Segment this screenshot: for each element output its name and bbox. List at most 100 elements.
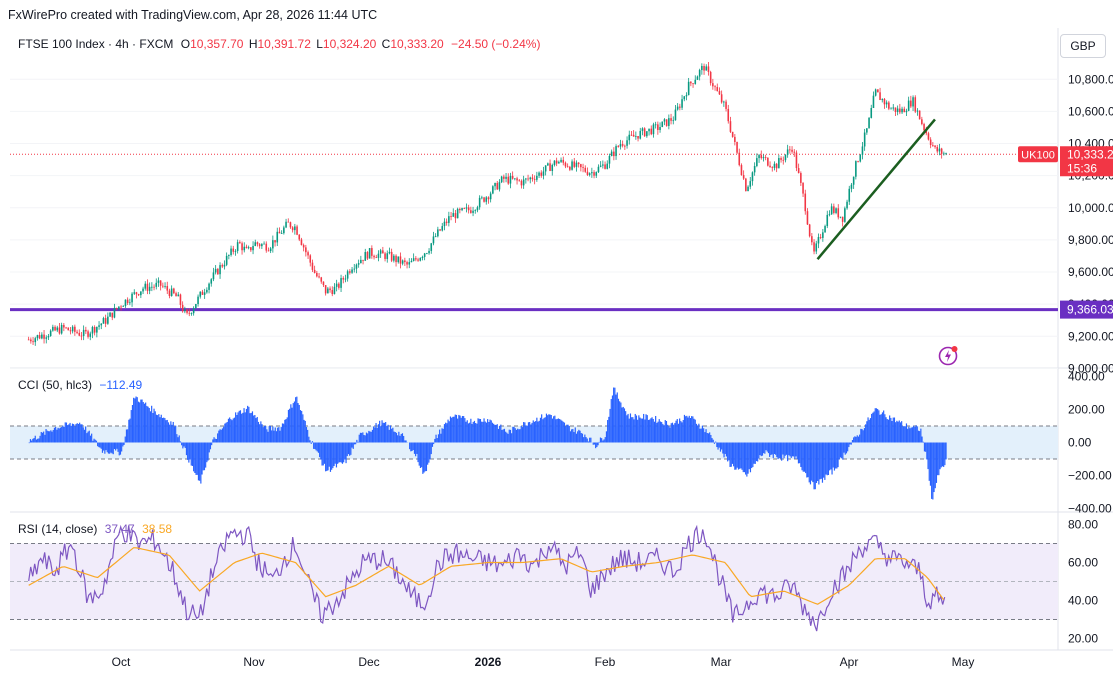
candle-body	[872, 95, 875, 109]
candle	[280, 230, 283, 234]
cci-bar	[709, 432, 711, 443]
candle-body	[467, 207, 470, 211]
candle-body	[100, 323, 103, 326]
cci-bar	[561, 420, 563, 443]
candle-body	[388, 251, 391, 254]
high-label: H	[248, 37, 258, 51]
candle	[753, 162, 756, 176]
candle-body	[155, 282, 158, 287]
candle	[397, 256, 400, 264]
candle	[274, 240, 276, 247]
candle	[674, 104, 677, 121]
cci-bar	[718, 442, 720, 448]
cci-bar	[226, 421, 228, 443]
candle	[463, 207, 466, 210]
instrument-legend[interactable]: FTSE 100 Index · 4h · FXCM O10,357.70 H1…	[18, 37, 540, 51]
lightning-alert-icon[interactable]	[938, 344, 960, 366]
price-tick-label: 10,000.00	[1068, 201, 1113, 215]
candle-body	[687, 81, 690, 96]
cci-bar	[181, 442, 183, 446]
rsi-line	[28, 524, 946, 632]
cci-bar	[478, 418, 480, 443]
candle	[113, 303, 116, 319]
cci-bar	[302, 414, 304, 443]
candle	[610, 149, 613, 157]
candle	[335, 279, 338, 292]
cci-bar	[40, 431, 42, 443]
cci-bar	[633, 419, 635, 443]
candle	[133, 289, 136, 295]
cci-bar	[581, 433, 584, 443]
cci-bar	[910, 427, 912, 443]
cci-bar	[632, 417, 634, 443]
cci-bar	[520, 425, 522, 443]
candle	[888, 100, 890, 111]
candle	[289, 221, 292, 229]
cci-bar	[808, 442, 810, 483]
cci-bar	[229, 417, 231, 443]
candle-body	[606, 163, 609, 169]
cci-bar	[915, 425, 917, 443]
cci-bar	[713, 442, 716, 444]
cci-bar	[545, 413, 548, 443]
candle-body	[621, 144, 624, 146]
candle-body	[549, 163, 551, 171]
cci-bar	[851, 440, 854, 443]
cci-bar	[160, 414, 162, 443]
candle	[232, 245, 235, 255]
cci-bar	[592, 442, 594, 445]
candle-body	[217, 268, 219, 275]
cci-bar	[791, 442, 794, 457]
cci-bar	[225, 422, 227, 443]
candle	[591, 167, 593, 178]
cci-bar	[155, 414, 158, 443]
cci-bar	[398, 431, 400, 443]
candle	[276, 227, 279, 247]
cci-bar	[386, 425, 388, 443]
candle	[905, 108, 908, 116]
cci-bar	[141, 399, 143, 443]
cci-bar	[565, 426, 567, 443]
cci-bar	[415, 442, 417, 457]
candle-body	[848, 188, 851, 202]
cci-bar	[387, 424, 389, 443]
cci-bar	[806, 442, 808, 478]
candle	[742, 170, 745, 180]
cci-legend[interactable]: CCI (50, hlc3) −112.49	[18, 378, 142, 392]
cci-bar	[191, 442, 194, 466]
candle-body	[498, 182, 501, 190]
candle-body	[349, 271, 351, 273]
cci-bar	[616, 392, 618, 443]
candle	[839, 216, 842, 219]
candle-body	[250, 247, 252, 251]
candle	[313, 265, 316, 274]
cci-bar	[530, 424, 532, 443]
cci-bar	[741, 442, 743, 470]
candle	[731, 131, 734, 138]
cci-bar	[826, 442, 828, 476]
candle-body	[318, 276, 320, 278]
countdown-text: 15:36	[1067, 161, 1097, 175]
currency-button[interactable]: GBP	[1060, 34, 1106, 58]
cci-bar	[185, 442, 188, 456]
rsi-legend[interactable]: RSI (14, close) 37.47 38.58	[18, 522, 172, 536]
candle-body	[531, 177, 534, 180]
cci-bar	[885, 417, 887, 443]
cci-bar	[586, 438, 588, 443]
cci-bar	[863, 428, 866, 443]
candle	[474, 209, 477, 214]
candle-body	[78, 332, 81, 336]
candle	[410, 258, 413, 263]
time-axis-label: Mar	[711, 655, 732, 669]
candle	[540, 170, 543, 178]
candle	[393, 254, 395, 263]
candle-body	[384, 253, 386, 259]
instrument-name: FTSE 100 Index · 4h · FXCM	[18, 37, 174, 51]
cci-bar	[665, 421, 668, 443]
candle	[881, 98, 884, 103]
cci-bar	[237, 412, 239, 443]
cci-bar	[327, 442, 329, 471]
cci-bar	[615, 394, 617, 443]
cci-bar	[94, 439, 96, 443]
